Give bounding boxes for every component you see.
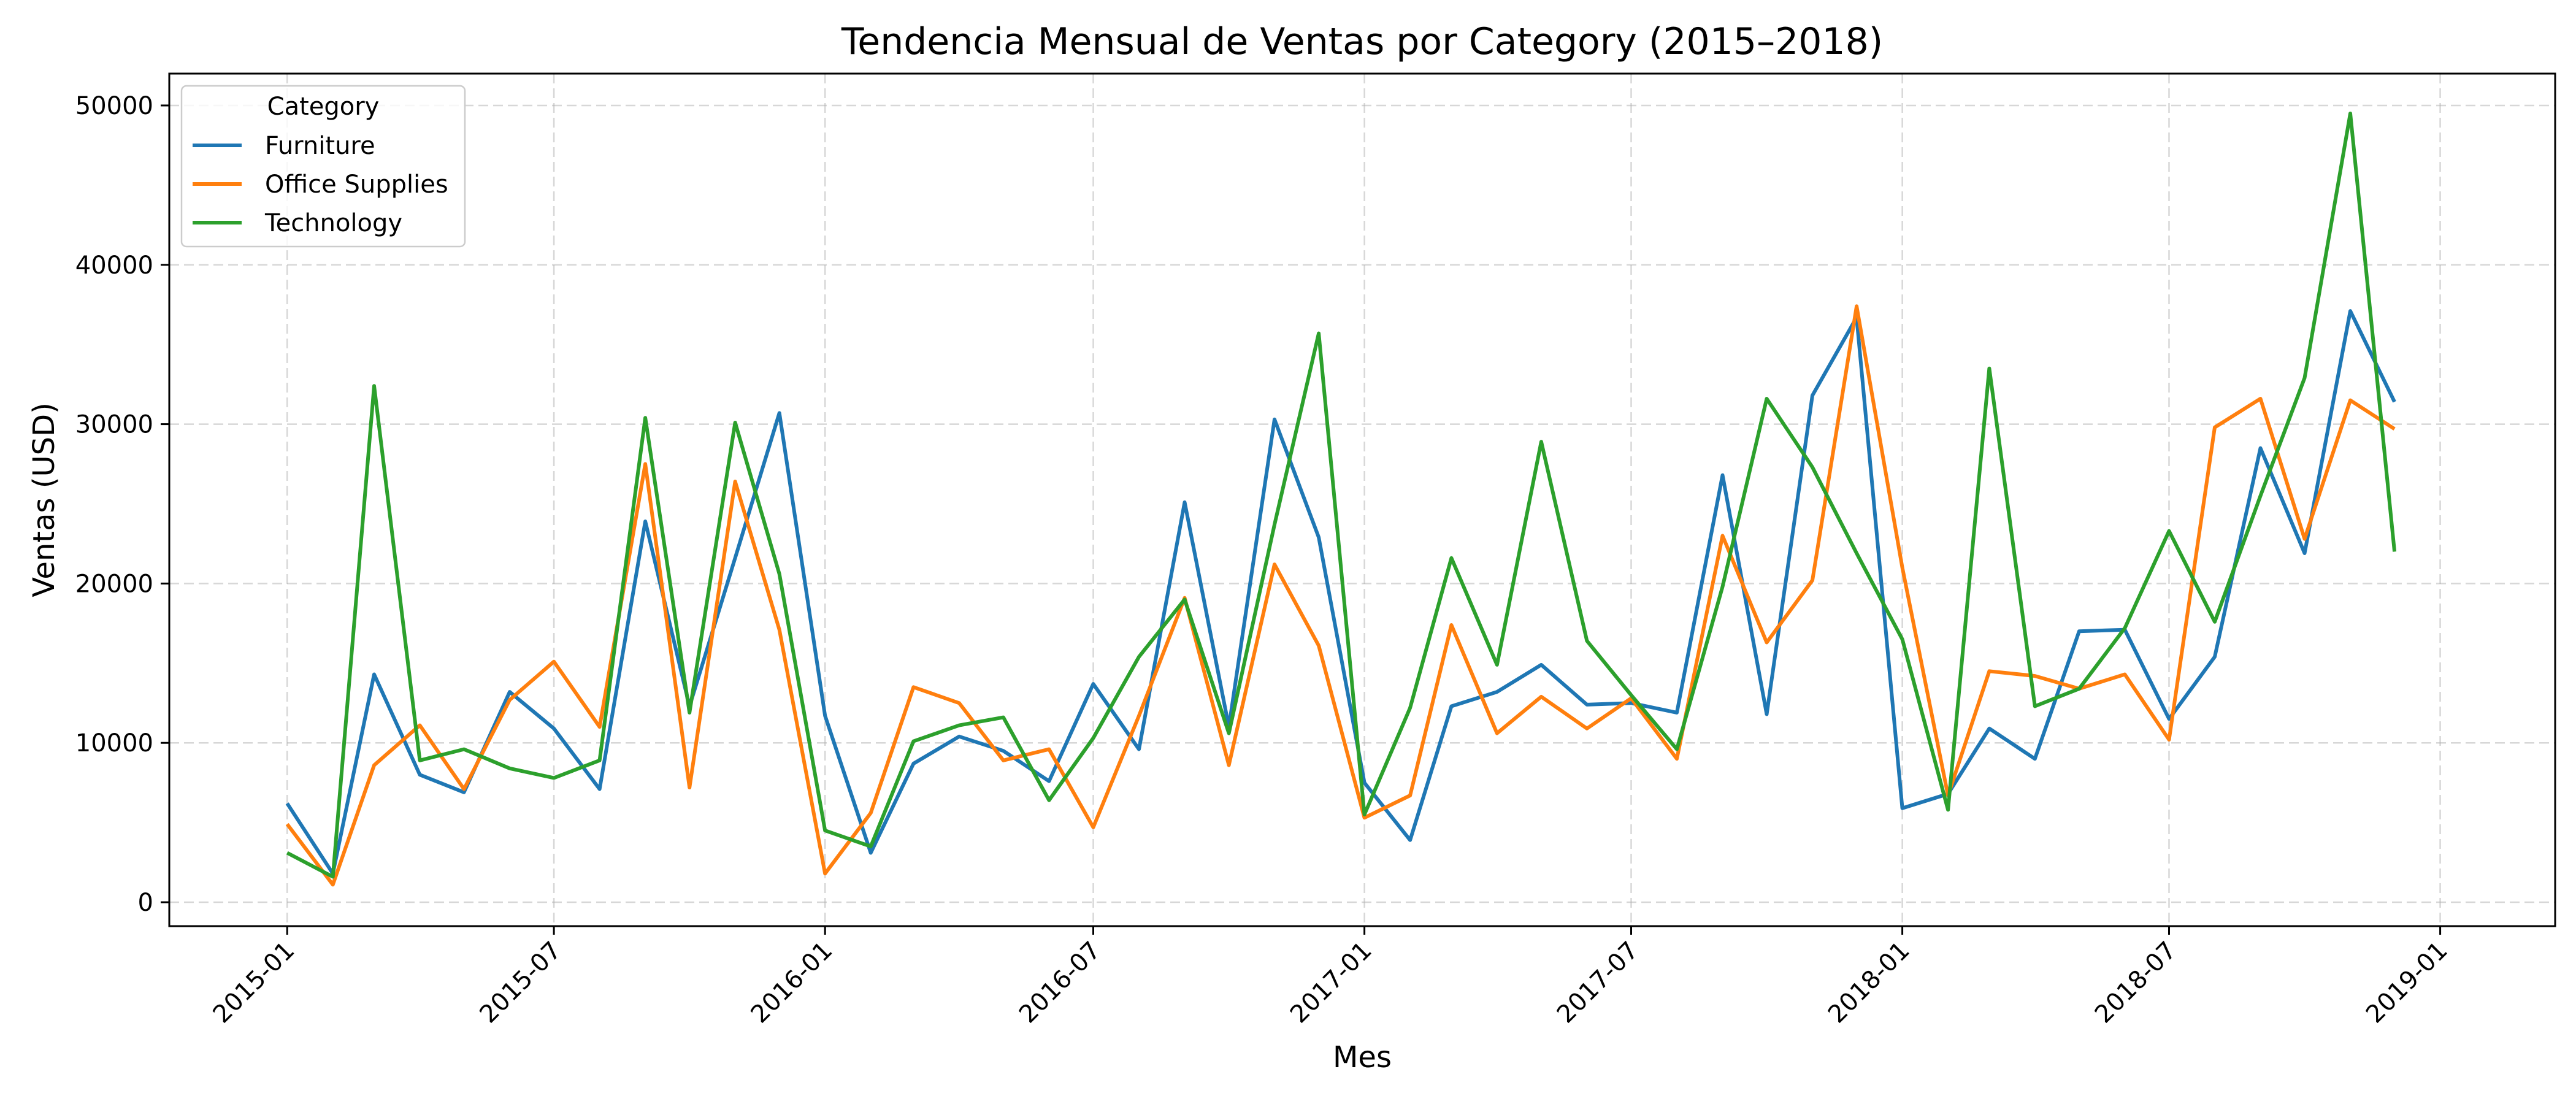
series-layer bbox=[285, 112, 2397, 887]
x-axis: 2015-01 2015-07 2016-01 2016-07 2017-01 2017-… bbox=[208, 926, 2453, 1029]
legend-label: Office Supplies bbox=[265, 171, 448, 199]
plot-frame bbox=[168, 72, 2556, 927]
x-tick-label: 2017-01 bbox=[1285, 937, 1378, 1029]
x-tick-label: 2018-07 bbox=[2090, 937, 2182, 1029]
chart-title: Tendencia Mensual de Ventas por Category… bbox=[841, 20, 1883, 63]
x-tick-label: 2015-01 bbox=[208, 937, 301, 1029]
y-tick-label: 40000 bbox=[75, 251, 153, 280]
legend-label: Furniture bbox=[265, 132, 375, 160]
y-tick-label: 10000 bbox=[75, 729, 153, 757]
legend-title: Category bbox=[267, 93, 380, 121]
legend-items: Furniture Office Supplies Technology bbox=[193, 132, 448, 237]
x-tick-label: 2018-01 bbox=[1823, 937, 1915, 1029]
legend-label: Technology bbox=[264, 209, 402, 237]
series-line-furniture bbox=[285, 309, 2396, 876]
x-tick-label: 2017-07 bbox=[1552, 937, 1644, 1029]
x-axis-label: Mes bbox=[1333, 1040, 1392, 1075]
legend-box bbox=[180, 85, 466, 248]
series-line-office-supplies bbox=[285, 304, 2396, 887]
x-tick-label: 2016-07 bbox=[1014, 937, 1106, 1029]
y-tick-label: 30000 bbox=[75, 411, 153, 439]
legend: Category Furniture Office Supplies Technol… bbox=[180, 85, 466, 248]
grid-layer bbox=[169, 74, 2555, 926]
y-axis: 0 10000 20000 30000 40000 50000 bbox=[75, 92, 169, 917]
x-tick-label: 2016-01 bbox=[746, 937, 838, 1029]
y-tick-label: 20000 bbox=[75, 570, 153, 598]
y-tick-label: 0 bbox=[138, 889, 153, 917]
y-axis-label: Ventas (USD) bbox=[27, 402, 61, 597]
series-line-technology bbox=[286, 112, 2397, 879]
x-tick-label: 2015-07 bbox=[474, 937, 567, 1029]
y-tick-label: 50000 bbox=[75, 92, 153, 120]
x-tick-label: 2019-01 bbox=[2361, 937, 2453, 1029]
